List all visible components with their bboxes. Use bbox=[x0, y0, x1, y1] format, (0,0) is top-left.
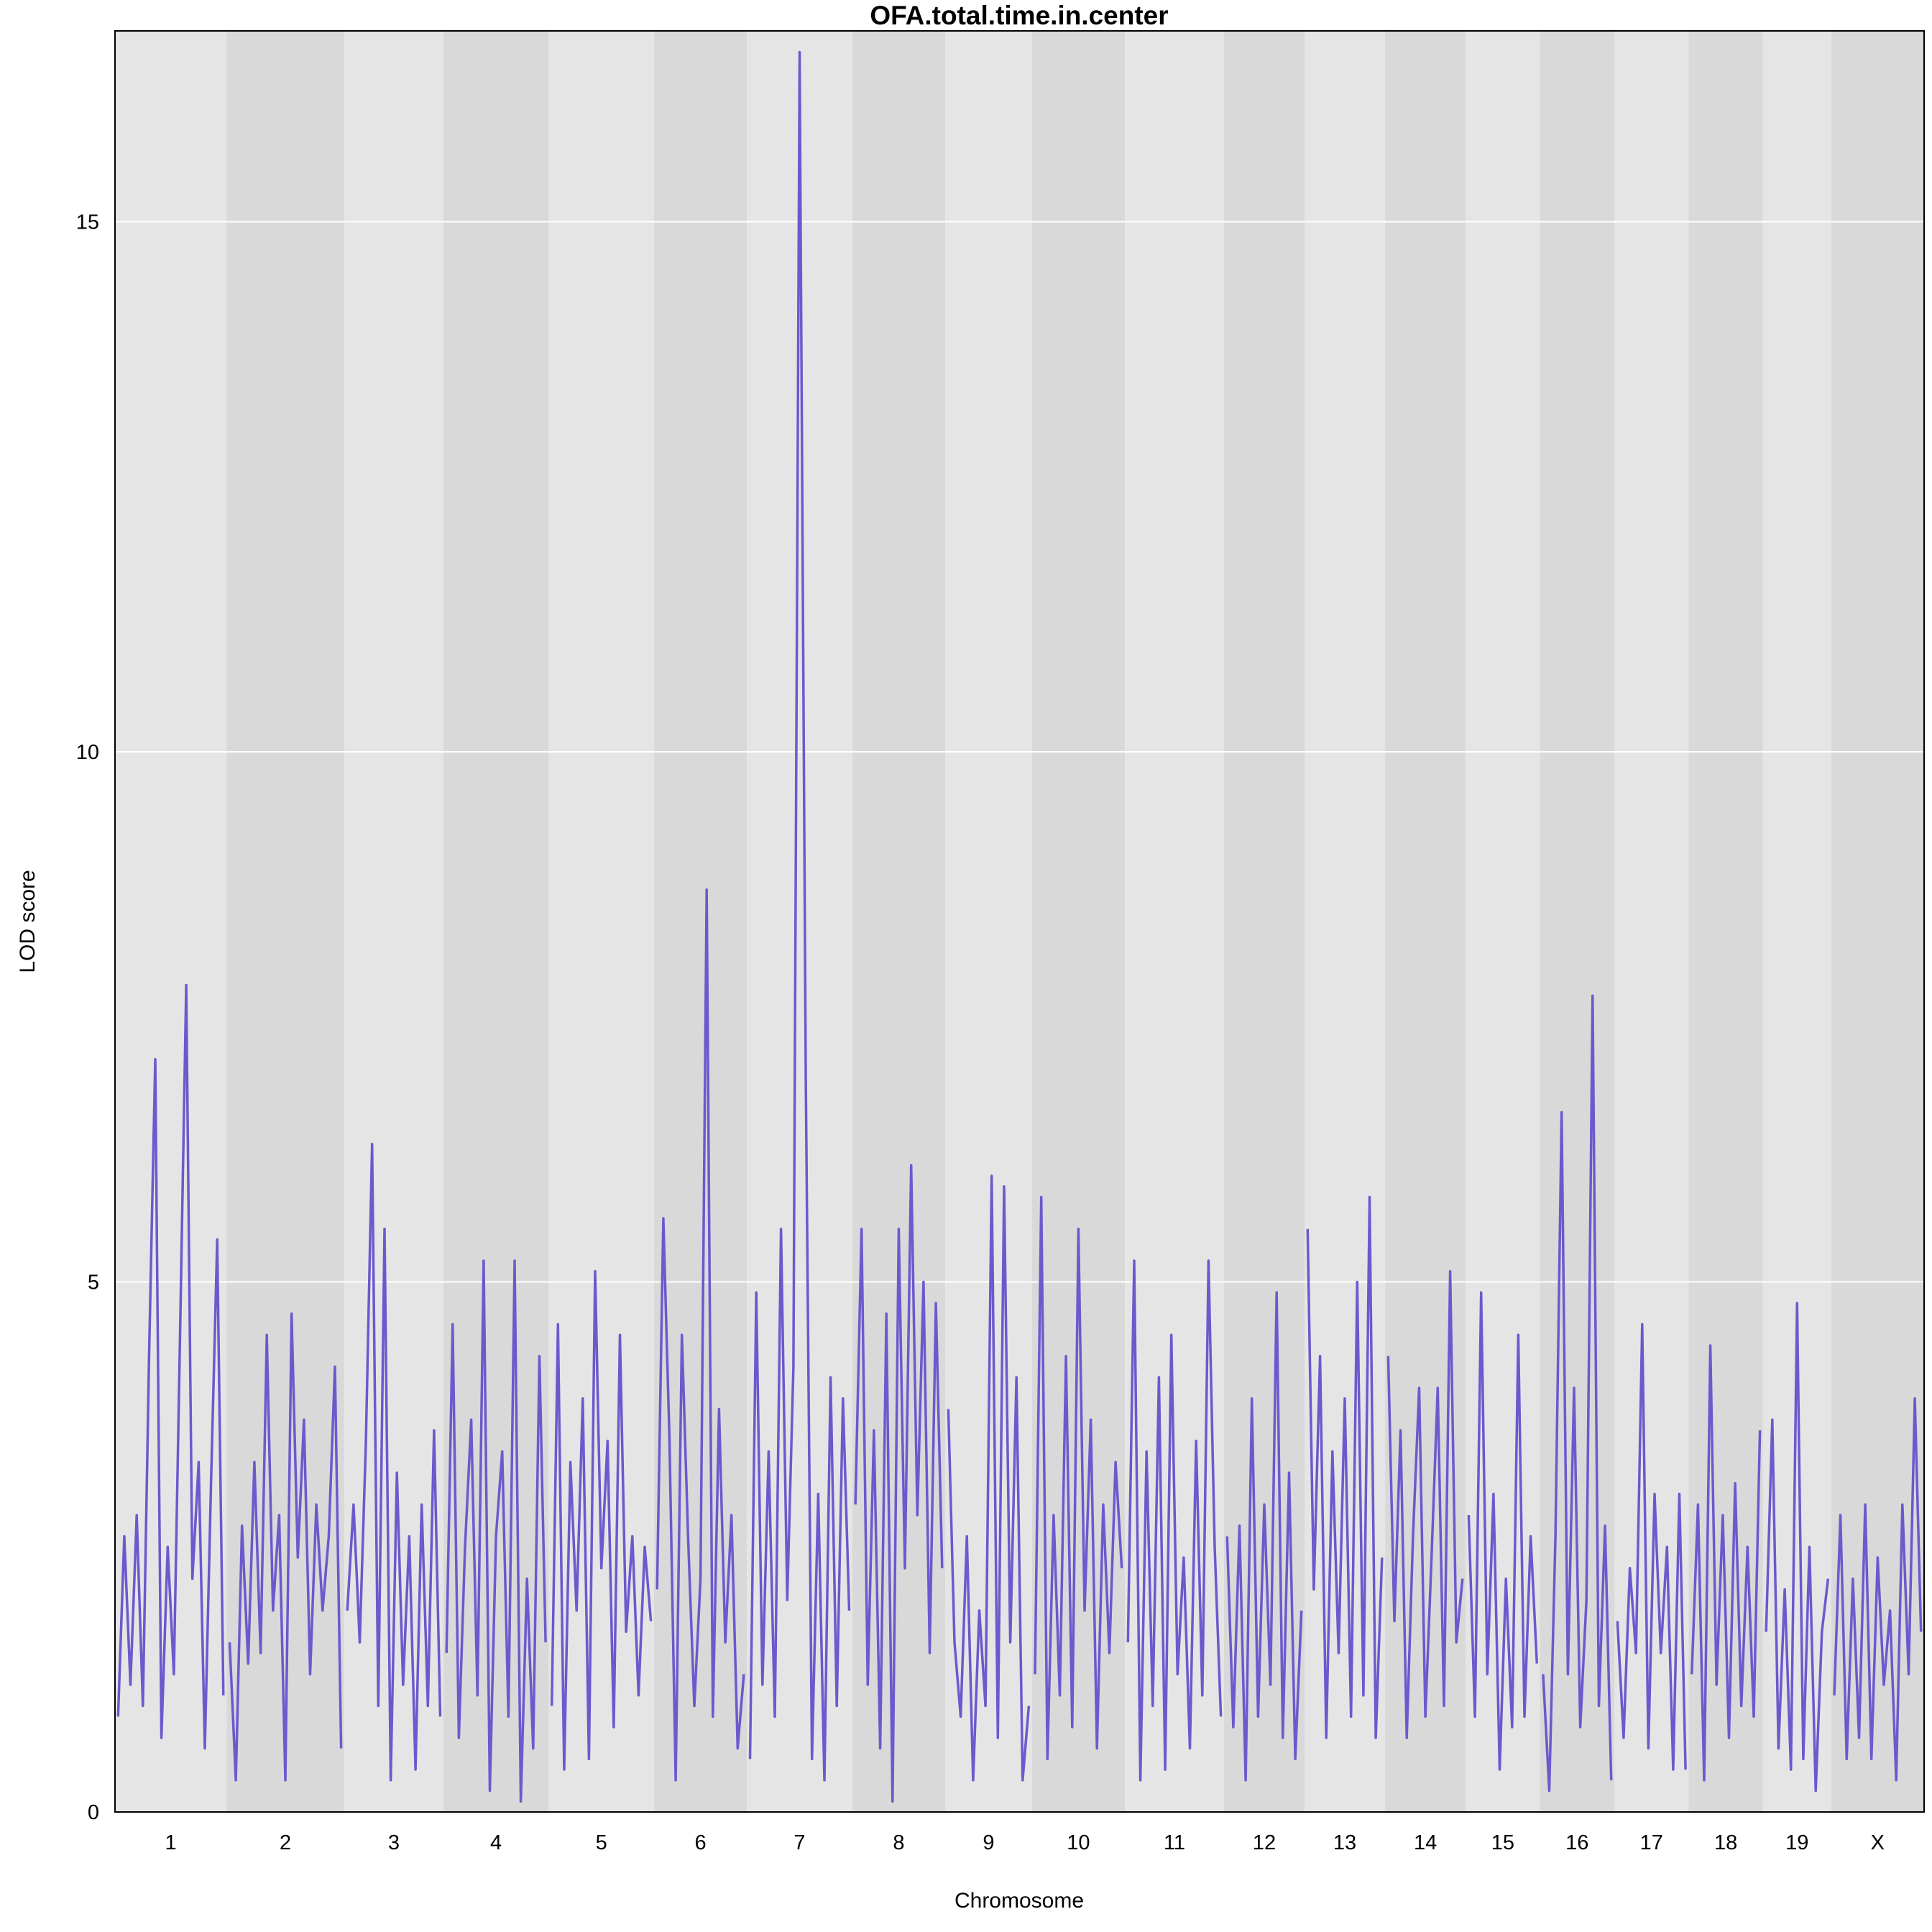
x-tick-label: 9 bbox=[983, 1831, 994, 1854]
lod-line bbox=[947, 1174, 1031, 1782]
grid bbox=[115, 221, 1924, 1283]
chart-title: OFA.total.time.in.center bbox=[870, 1, 1168, 30]
x-tick-label: 6 bbox=[695, 1831, 707, 1854]
x-tick-label: 7 bbox=[794, 1831, 805, 1854]
x-tick-label: 4 bbox=[490, 1831, 502, 1854]
x-tick-label: 2 bbox=[280, 1831, 291, 1854]
lod-line bbox=[1034, 1195, 1123, 1761]
lod-line bbox=[346, 1143, 442, 1782]
x-tick-label: 19 bbox=[1785, 1831, 1808, 1854]
x-tick-label: 8 bbox=[893, 1831, 904, 1854]
x-tick-label: 11 bbox=[1164, 1831, 1185, 1854]
lod-line bbox=[1765, 1302, 1830, 1793]
y-tick-label: 0 bbox=[88, 1801, 99, 1824]
x-tick-label: 12 bbox=[1253, 1831, 1276, 1854]
lines bbox=[116, 50, 1923, 1803]
lod-line bbox=[116, 983, 225, 1750]
x-axis-label: Chromosome bbox=[954, 1889, 1084, 1913]
lod-line bbox=[228, 1312, 343, 1782]
x-tick-label: 17 bbox=[1640, 1831, 1663, 1854]
x-tick-label: 3 bbox=[388, 1831, 400, 1854]
chromosome-band bbox=[1762, 31, 1831, 1812]
x-tick-label: 18 bbox=[1714, 1831, 1737, 1854]
chromosome-band bbox=[1031, 31, 1126, 1812]
chromosome-band bbox=[344, 31, 443, 1812]
lod-line bbox=[854, 1164, 944, 1803]
lod-line bbox=[656, 888, 745, 1782]
x-tick-label: 13 bbox=[1333, 1831, 1356, 1854]
chromosome-band bbox=[443, 31, 549, 1812]
chromosome-band bbox=[1831, 31, 1924, 1812]
lod-line bbox=[1306, 1195, 1384, 1739]
chromosome-band bbox=[1688, 31, 1763, 1812]
chromosome-band bbox=[115, 31, 227, 1812]
plot-frame bbox=[114, 30, 1925, 1813]
x-tick-label: 15 bbox=[1491, 1831, 1514, 1854]
lod-line bbox=[748, 50, 851, 1782]
x-tick-label: 5 bbox=[596, 1831, 607, 1854]
x-tick-label: 1 bbox=[165, 1831, 177, 1854]
y-tick-label: 5 bbox=[88, 1271, 99, 1294]
lod-line bbox=[1833, 1397, 1923, 1782]
chromosome-band bbox=[747, 31, 852, 1812]
chromosome-band bbox=[226, 31, 344, 1812]
lod-line bbox=[1126, 1259, 1223, 1782]
x-tick-label: 10 bbox=[1067, 1831, 1090, 1854]
x-tick-label: X bbox=[1871, 1831, 1885, 1854]
y-axis-label: LOD score bbox=[16, 870, 40, 972]
x-tick-label: 16 bbox=[1565, 1831, 1588, 1854]
x-tick-label: 14 bbox=[1414, 1831, 1437, 1854]
chromosome-band bbox=[1305, 31, 1386, 1812]
lod-line bbox=[550, 1270, 653, 1771]
lod-line bbox=[1467, 1291, 1539, 1771]
lod-line bbox=[1542, 994, 1613, 1793]
lod-line bbox=[1386, 1270, 1464, 1739]
lod-line bbox=[445, 1259, 547, 1803]
y-tick-label: 10 bbox=[76, 741, 99, 764]
lod-line bbox=[1225, 1291, 1303, 1782]
y-tick-label: 15 bbox=[76, 211, 99, 234]
chromosome-band bbox=[1614, 31, 1689, 1812]
chromosome-band bbox=[852, 31, 946, 1812]
lod-line bbox=[1616, 1322, 1687, 1771]
lod-line bbox=[1690, 1344, 1762, 1782]
